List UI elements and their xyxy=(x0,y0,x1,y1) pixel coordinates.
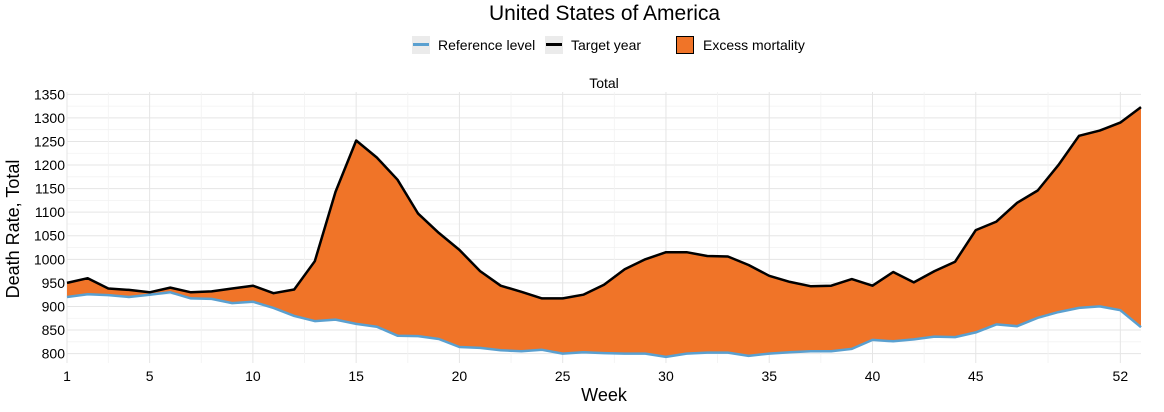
line-layer xyxy=(66,106,1142,359)
x-tick-label: 10 xyxy=(245,368,261,384)
y-tick-label: 1350 xyxy=(34,86,65,102)
x-tick-label: 20 xyxy=(452,368,468,384)
x-tick-label: 52 xyxy=(1113,368,1129,384)
y-axis-title: Death Rate, Total xyxy=(3,160,23,299)
y-tick-label: 1300 xyxy=(34,110,65,126)
y-tick-label: 1150 xyxy=(35,181,65,197)
x-axis-title: Week xyxy=(581,385,628,405)
x-tick-label: 35 xyxy=(761,368,777,384)
x-axis: 1 5 10 15 20 25 30 35 40 45 52 xyxy=(63,368,1128,384)
excess-mortality-area xyxy=(67,107,1141,357)
y-tick-label: 1200 xyxy=(34,157,65,173)
x-tick-label: 1 xyxy=(63,368,71,384)
legend-key-reference xyxy=(412,36,430,54)
legend-key-excess xyxy=(676,36,694,54)
y-tick-label: 900 xyxy=(42,298,66,314)
x-tick-label: 5 xyxy=(146,368,154,384)
target-year-line xyxy=(66,106,1142,300)
x-tick-label: 30 xyxy=(658,368,674,384)
reference-line-swatch xyxy=(413,43,429,46)
x-tick-label: 40 xyxy=(865,368,881,384)
legend-label-reference: Reference level xyxy=(438,37,536,53)
x-tick-label: 45 xyxy=(968,368,984,384)
area-layer xyxy=(67,107,1141,357)
y-tick-label: 850 xyxy=(42,322,66,338)
y-tick-label: 1000 xyxy=(34,251,65,267)
facet-label: Total xyxy=(589,75,619,91)
legend-key-target xyxy=(545,36,563,54)
y-axis: 800 850 900 950 1000 1050 1100 1150 1200 1250 1300… xyxy=(34,86,65,361)
y-tick-label: 950 xyxy=(42,275,66,291)
y-tick-label: 1250 xyxy=(34,133,65,149)
y-tick-label: 1100 xyxy=(35,204,65,220)
y-tick-label: 800 xyxy=(42,346,66,362)
legend-label-target: Target year xyxy=(571,37,642,53)
y-tick-label: 1050 xyxy=(34,228,65,244)
legend-label-excess: Excess mortality xyxy=(703,37,805,53)
target-line-swatch xyxy=(546,43,562,46)
x-tick-label: 15 xyxy=(348,368,364,384)
x-tick-label: 25 xyxy=(555,368,571,384)
reference-level-line xyxy=(66,291,1142,359)
chart-title: United States of America xyxy=(488,2,721,25)
